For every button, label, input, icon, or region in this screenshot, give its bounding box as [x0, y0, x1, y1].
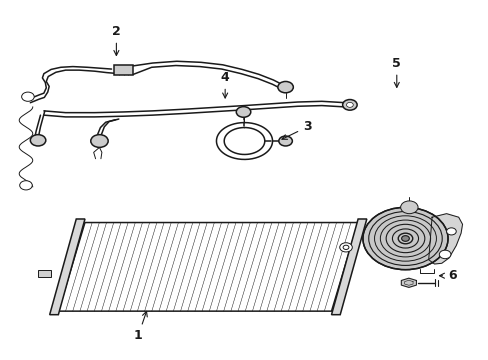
Circle shape	[30, 135, 46, 146]
Circle shape	[400, 201, 417, 214]
Polygon shape	[331, 219, 366, 315]
Bar	[114, 65, 133, 76]
Circle shape	[342, 100, 356, 110]
Circle shape	[277, 81, 293, 93]
Text: 5: 5	[391, 57, 400, 87]
Circle shape	[91, 135, 108, 147]
Text: 1: 1	[134, 311, 147, 342]
Circle shape	[21, 92, 34, 101]
Bar	[38, 270, 51, 278]
Text: 2: 2	[112, 24, 121, 55]
Circle shape	[401, 236, 408, 241]
Circle shape	[438, 250, 450, 259]
Circle shape	[278, 136, 292, 146]
Circle shape	[343, 245, 348, 249]
Circle shape	[346, 102, 352, 107]
Circle shape	[20, 181, 32, 190]
Text: 6: 6	[439, 269, 456, 282]
Text: 3: 3	[282, 120, 311, 139]
Circle shape	[446, 228, 455, 235]
Circle shape	[236, 107, 250, 117]
Polygon shape	[50, 219, 85, 315]
Text: 4: 4	[221, 71, 229, 98]
Circle shape	[362, 207, 447, 270]
Polygon shape	[401, 278, 416, 287]
Circle shape	[339, 243, 351, 252]
Polygon shape	[58, 222, 357, 311]
Polygon shape	[428, 214, 462, 264]
